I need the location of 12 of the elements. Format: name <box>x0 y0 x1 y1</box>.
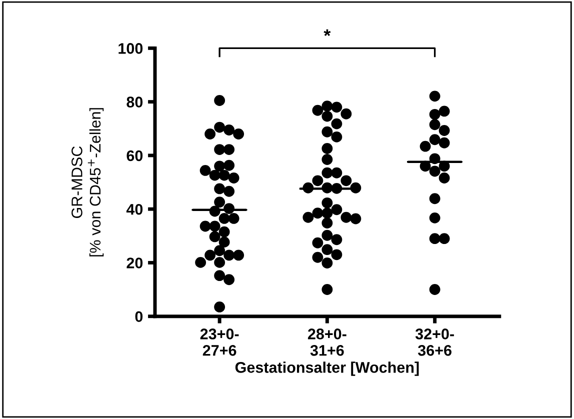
y-tick-label: 0 <box>135 311 143 322</box>
x-axis-title: Gestationsalter [Wochen] <box>235 362 419 376</box>
y-tick-label: 40 <box>126 204 143 215</box>
x-tick-label: 28+0- 31+6 <box>308 328 346 356</box>
y-tick-label: 20 <box>126 258 143 268</box>
x-tick-label: 32+0- 36+6 <box>415 328 454 356</box>
y-tick-label: 100 <box>118 43 143 54</box>
text: * <box>324 29 331 36</box>
y-axis-title: GR-MDSC [% von CD45$^{+}$-Zellen] <box>72 108 104 256</box>
y-tick-label: 80 <box>126 96 143 108</box>
x-tick-label: 23+0- 27+6 <box>200 328 239 356</box>
y-tick-label: 60 <box>126 150 143 162</box>
